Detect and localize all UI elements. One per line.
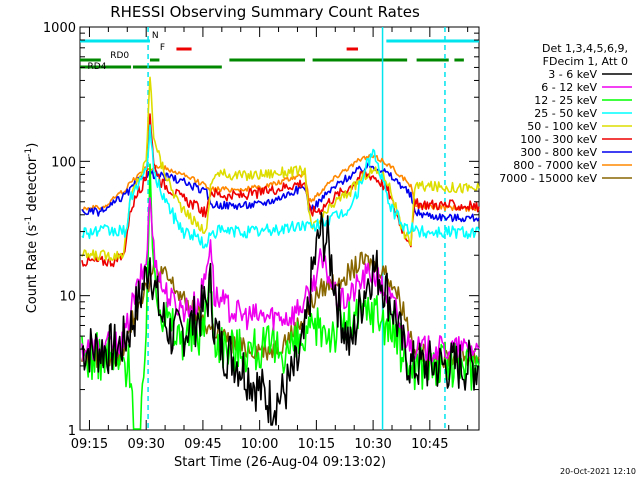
flag-label-n: N bbox=[152, 31, 159, 41]
legend-label: 100 - 300 keV bbox=[520, 133, 597, 146]
legend-label: 800 - 7000 keV bbox=[513, 159, 597, 172]
y-axis: 1 10 100 1000 bbox=[43, 21, 479, 439]
legend-header-line-1: Det 1,3,4,5,6,9, bbox=[542, 42, 628, 55]
flag-label-rd0: RD0 bbox=[110, 51, 129, 61]
series-line-3 bbox=[81, 124, 480, 249]
x-tick-label: 10:15 bbox=[298, 437, 335, 452]
legend-label: 3 - 6 keV bbox=[548, 68, 597, 81]
x-tick-label: 09:45 bbox=[184, 437, 221, 452]
flag-label-rd4: RD4 bbox=[88, 62, 107, 72]
y-tick-label: 10 bbox=[59, 290, 76, 305]
series-line-4 bbox=[81, 76, 480, 262]
chart-title: RHESSI Observing Summary Count Rates bbox=[110, 3, 420, 21]
legend: Det 1,3,4,5,6,9, FDecim 1, Att 0 3 - 6 k… bbox=[499, 42, 632, 185]
legend-label: 300 - 800 keV bbox=[520, 146, 597, 159]
y-tick-label: 1000 bbox=[43, 21, 76, 36]
x-tick-label: 10:00 bbox=[241, 437, 278, 452]
x-axis-label: Start Time (26-Aug-04 09:13:02) bbox=[174, 455, 386, 470]
x-tick-label: 10:30 bbox=[354, 437, 391, 452]
series-line-5 bbox=[81, 113, 480, 268]
legend-label: 7000 - 15000 keV bbox=[499, 172, 597, 185]
legend-label: 6 - 12 keV bbox=[541, 81, 597, 94]
series-line-2 bbox=[81, 163, 480, 430]
footer-timestamp: 20-Oct-2021 12:10 bbox=[560, 467, 636, 476]
legend-label: 25 - 50 keV bbox=[534, 107, 597, 120]
legend-label: 12 - 25 keV bbox=[534, 94, 597, 107]
series-line-0 bbox=[81, 212, 480, 426]
y-tick-label: 100 bbox=[51, 155, 76, 170]
x-tick-label: 09:15 bbox=[71, 437, 108, 452]
series-line-7 bbox=[81, 154, 480, 212]
series-lines bbox=[81, 76, 480, 430]
x-tick-label: 09:30 bbox=[127, 437, 164, 452]
x-tick-label: 10:45 bbox=[411, 437, 448, 452]
x-axis: 09:15 09:30 09:45 10:00 10:15 10:30 10:45 bbox=[71, 27, 469, 452]
y-axis-label: Count Rate (s-1 detector-1) bbox=[24, 143, 40, 314]
legend-header-line-2: FDecim 1, Att 0 bbox=[543, 55, 628, 68]
plot-frame bbox=[79, 26, 480, 431]
legend-label: 50 - 100 keV bbox=[527, 120, 597, 133]
flag-label-f: F bbox=[160, 43, 165, 53]
series-line-1 bbox=[81, 197, 480, 363]
y-tick-label: 1 bbox=[68, 424, 76, 439]
